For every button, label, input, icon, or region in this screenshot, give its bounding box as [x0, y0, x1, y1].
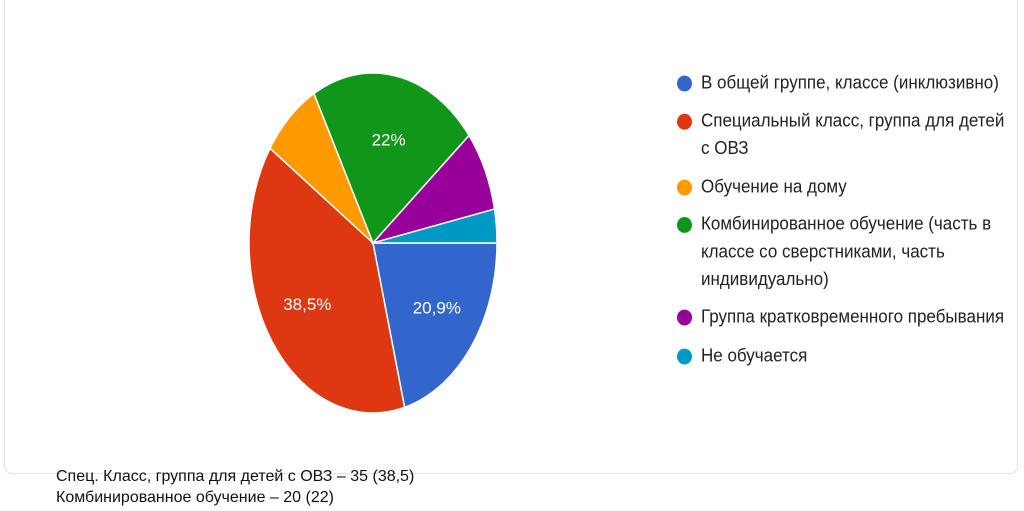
pie-slice-1	[372, 242, 498, 409]
note-line-2: Комбинированное обучение – 20 (22)	[56, 489, 334, 506]
legend-label: Группа кратковременного пребывания	[701, 306, 1005, 327]
legend-swatch	[677, 75, 692, 92]
pie-slices	[248, 72, 498, 414]
pie-slice-label-4: 22%	[372, 131, 406, 150]
legend-item-3: Обучение на дому	[677, 173, 1007, 201]
pie-chart: 20,9% 38,5% 22%	[248, 72, 498, 414]
pie-slice-labels: 20,9% 38,5% 22%	[283, 131, 461, 318]
legend-label: Не обучается	[701, 345, 808, 366]
legend-swatch	[677, 348, 692, 365]
legend-swatch	[677, 113, 692, 130]
legend-swatch	[677, 179, 692, 196]
note-line-1: Спец. Класс, группа для детей с ОВЗ – 35…	[56, 468, 415, 485]
legend-label: В общей группе, классе (инклюзивно)	[701, 72, 999, 93]
chart-legend: В общей группе, классе (инклюзивно) Специ…	[677, 70, 1007, 382]
legend-label: Комбинированное обучение (часть в классе…	[701, 213, 992, 290]
legend-label: Обучение на дому	[701, 176, 847, 197]
notes: Спец. Класс, группа для детей с ОВЗ – 35…	[56, 466, 414, 508]
pie-slice-label-2: 38,5%	[283, 295, 331, 314]
legend-item-5: Группа кратковременного пребывания	[677, 303, 1007, 331]
chart-card: 20,9% 38,5% 22% В общей группе, классе (ин…	[4, 0, 1018, 474]
legend-item-2: Специальный класс, группа для детей с ОВ…	[677, 107, 1007, 162]
legend-item-6: Не обучается	[677, 342, 1007, 370]
pie-slice-6	[372, 208, 498, 244]
legend-label: Специальный класс, группа для детей с ОВ…	[701, 110, 1005, 159]
legend-swatch	[677, 217, 692, 233]
pie-slice-label-1: 20,9%	[413, 298, 461, 317]
pie-slice-4	[313, 72, 470, 245]
legend-item-1: В общей группе, классе (инклюзивно)	[677, 69, 1007, 97]
pie-slice-2	[248, 147, 406, 414]
legend-swatch	[677, 309, 692, 326]
legend-item-4: Комбинированное обучение (часть в классе…	[677, 211, 1007, 294]
